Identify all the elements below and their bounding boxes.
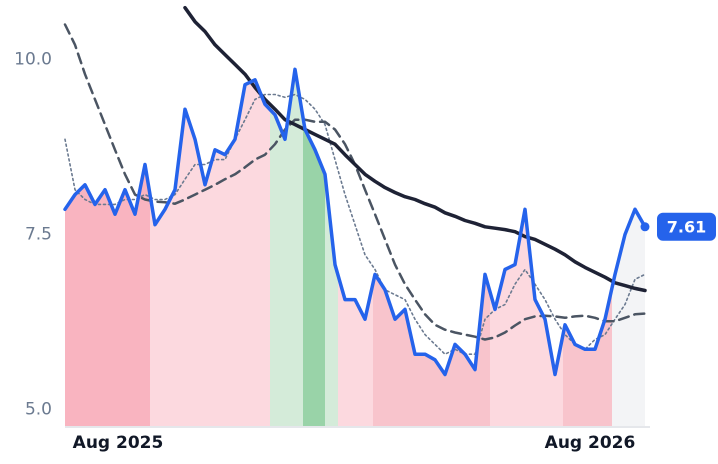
series-line [64,93,646,355]
band [270,69,303,427]
y-tick-label: 7.5 [25,225,52,245]
x-tick-label: Aug 2025 [73,433,164,453]
band [325,174,338,427]
series-line [63,67,647,377]
last-point [640,222,650,232]
band [563,287,612,427]
band [150,79,270,427]
band [65,164,150,427]
band [338,275,373,427]
last-value-badge [657,212,716,241]
last-value-label: 7.61 [667,217,706,236]
y-tick-label: 5.0 [25,400,52,420]
x-tick-label: Aug 2026 [545,433,636,453]
band [303,117,325,427]
y-tick-label: 10.0 [14,50,52,70]
band [612,209,645,427]
